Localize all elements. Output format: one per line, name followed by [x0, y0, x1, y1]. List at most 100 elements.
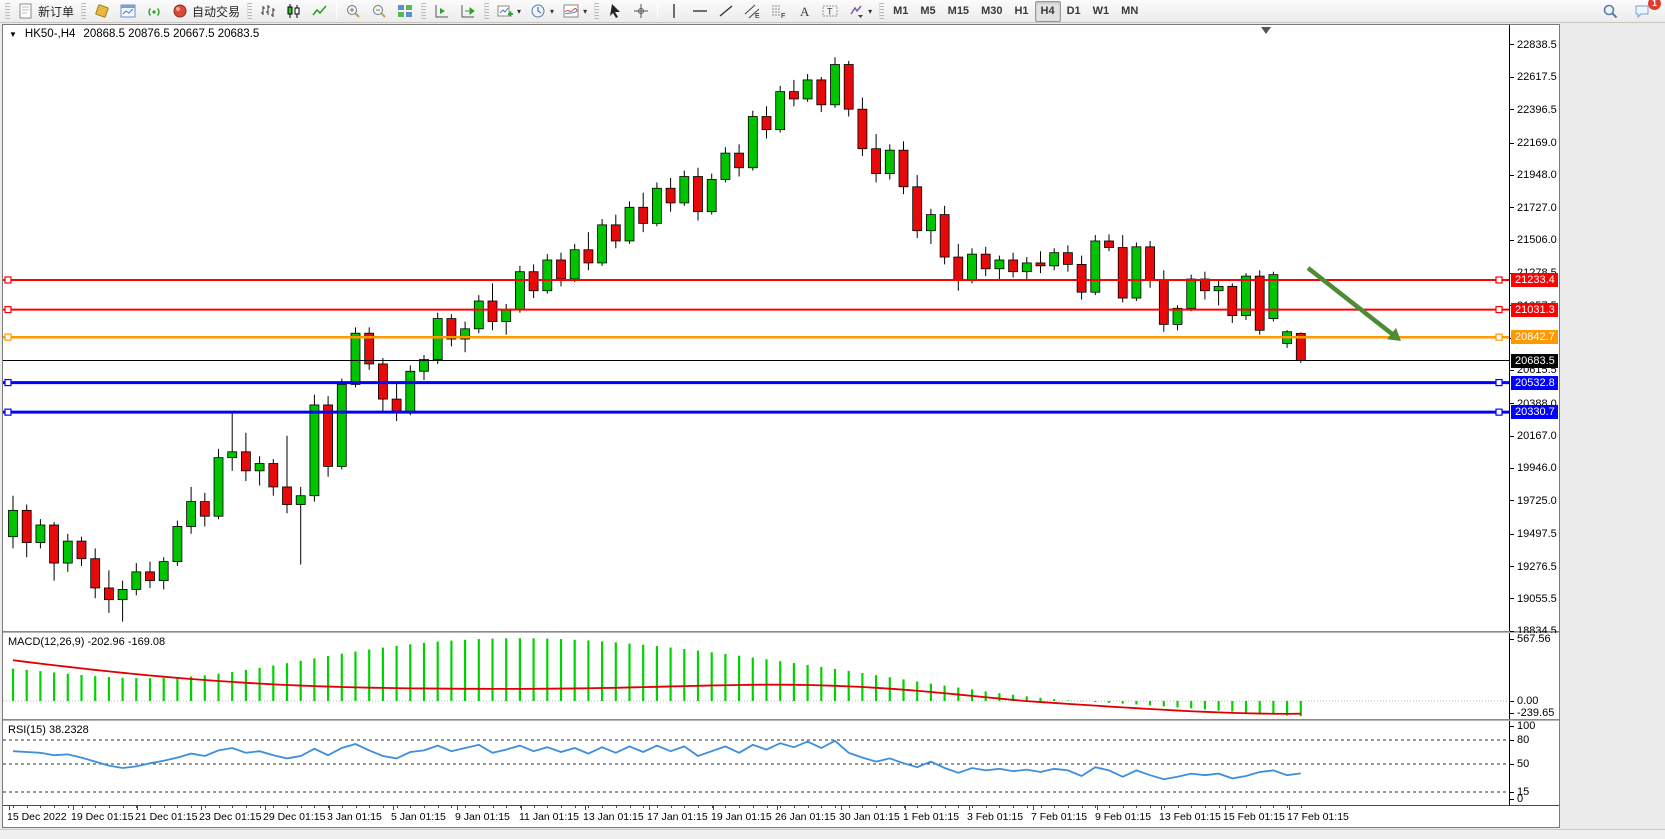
pane-splitter[interactable]: [3, 631, 1559, 633]
new-chart-button[interactable]: ▾: [492, 1, 525, 22]
candlestick-plot[interactable]: [3, 25, 1509, 631]
fibonacci-button[interactable]: F: [765, 1, 791, 22]
vline-button[interactable]: [661, 1, 687, 22]
candle: [597, 224, 607, 264]
candle: [1227, 285, 1238, 317]
channel-button[interactable]: E: [739, 1, 765, 22]
price-level-chip: 20532.8: [1511, 375, 1558, 390]
line-handle[interactable]: [4, 276, 12, 284]
text-a-button[interactable]: A: [791, 1, 817, 22]
date-tick-label: 5 Jan 01:15: [391, 811, 446, 823]
candle: [830, 64, 840, 106]
candle: [131, 571, 142, 590]
timeframe-w1-button[interactable]: W1: [1092, 5, 1110, 17]
rsi-plot[interactable]: [3, 721, 1509, 805]
pane-splitter[interactable]: [3, 719, 1559, 721]
arrow-annotation[interactable]: [1306, 266, 1395, 337]
trendline-button[interactable]: [713, 1, 739, 22]
chart-autoscroll-icon: [459, 2, 477, 20]
candle: [446, 318, 457, 340]
zoom-in-button[interactable]: [340, 1, 366, 22]
text-label-button[interactable]: T: [817, 1, 843, 22]
rsi-pane[interactable]: RSI(15) 38.2328 100 80 50 15 0: [3, 720, 1559, 805]
toolbar-grip[interactable]: [247, 3, 253, 19]
candle: [1172, 307, 1183, 325]
chevron-down-icon: ▾: [550, 6, 555, 16]
candle: [1186, 278, 1197, 309]
chart-shift-marker-icon[interactable]: [1261, 27, 1271, 34]
period-clock-button[interactable]: ▾: [525, 1, 558, 22]
trendline-icon: [717, 2, 735, 20]
timeframe-mn-button[interactable]: MN: [1121, 5, 1139, 17]
cursor-button[interactable]: [602, 1, 628, 22]
line-handle[interactable]: [1495, 408, 1503, 416]
chart-shift-icon: [433, 2, 451, 20]
toolbar-grip[interactable]: [421, 3, 427, 19]
line-handle[interactable]: [1495, 276, 1503, 284]
svg-text:F: F: [781, 13, 785, 20]
candle: [1241, 275, 1251, 317]
zoom-out-button[interactable]: [366, 1, 392, 22]
toolbar-grip[interactable]: [879, 3, 885, 19]
price-tick: 19055.5: [1517, 592, 1557, 605]
search-button[interactable]: [1597, 1, 1623, 22]
date-tick-label: 17 Feb 01:15: [1287, 811, 1349, 823]
candle: [898, 149, 909, 188]
new-order-button[interactable]: 新订单: [13, 1, 78, 22]
line-handle[interactable]: [4, 333, 12, 341]
signal-button[interactable]: [141, 1, 167, 22]
line-handle[interactable]: [1495, 378, 1503, 387]
line-handle[interactable]: [1495, 305, 1503, 314]
text-label-icon: T: [821, 2, 839, 20]
collapse-triangle-icon[interactable]: ▼: [9, 29, 17, 39]
chart-template-button[interactable]: ▾: [558, 1, 591, 22]
candle: [460, 328, 471, 340]
date-tick-label: 17 Jan 01:15: [647, 811, 708, 823]
candle: [49, 524, 59, 564]
bar-chart-button[interactable]: [255, 1, 281, 22]
hline-button[interactable]: [687, 1, 713, 22]
line-handle[interactable]: [4, 408, 12, 416]
crosshair-button[interactable]: [628, 1, 654, 22]
chart-shift-button[interactable]: [429, 1, 455, 22]
line-handle[interactable]: [4, 305, 12, 314]
date-axis[interactable]: 15 Dec 2022 19 Dec 01:15 21 Dec 01:15 23 De…: [3, 805, 1559, 827]
timeframe-m1-button[interactable]: M1: [893, 5, 909, 17]
toolbar-grip[interactable]: [5, 3, 10, 19]
shapes-button[interactable]: ▾: [843, 1, 876, 22]
chart-autoscroll-button[interactable]: [455, 1, 481, 22]
chart-window-button[interactable]: [115, 1, 141, 22]
price-axis[interactable]: 22838.5 22617.5 22396.5 22169.0 21948.0 21727…: [1509, 25, 1559, 637]
timeframe-h4-button[interactable]: H4: [1034, 0, 1061, 22]
toolbar-grip[interactable]: [81, 3, 87, 19]
timeframe-m5-button[interactable]: M5: [920, 5, 936, 17]
timeframe-h1-button[interactable]: H1: [1014, 5, 1029, 17]
line-chart-button[interactable]: [307, 1, 333, 22]
line-handle[interactable]: [1495, 333, 1503, 341]
candle-chart-button[interactable]: [281, 1, 307, 22]
period-clock-icon: [529, 2, 547, 20]
gold-box-button[interactable]: [89, 1, 115, 22]
price-tick: 19497.5: [1517, 528, 1557, 541]
toolbar-grip[interactable]: [594, 3, 600, 19]
timeframe-m15-button[interactable]: M15: [947, 5, 970, 17]
candle: [706, 179, 717, 213]
candle: [419, 359, 429, 372]
macd-plot[interactable]: [3, 633, 1509, 719]
tile-windows-button[interactable]: [392, 1, 418, 22]
date-tick-label: 30 Jan 01:15: [839, 811, 900, 823]
date-tick-label: 7 Feb 01:15: [1031, 811, 1088, 823]
line-handle[interactable]: [4, 378, 12, 387]
main-chart-pane[interactable]: ▼ HK50-,H4 20868.5 20876.5 20667.5 20683…: [3, 25, 1559, 637]
new-order-icon: [17, 2, 35, 20]
autotrade-button[interactable]: 自动交易: [167, 1, 244, 22]
timeframe-m30-button[interactable]: M30: [981, 5, 1003, 17]
date-tick-label: 26 Jan 01:15: [775, 811, 836, 823]
timeframe-d1-button[interactable]: D1: [1066, 5, 1081, 17]
candle: [1049, 252, 1060, 267]
chat-button[interactable]: 1: [1629, 0, 1661, 22]
candle: [693, 176, 703, 213]
macd-pane[interactable]: MACD(12,26,9) -202.96 -169.08 567.56 0.00…: [3, 633, 1559, 719]
chart-window[interactable]: ▼ HK50-,H4 20868.5 20876.5 20667.5 20683…: [2, 24, 1560, 828]
toolbar-grip[interactable]: [484, 3, 490, 19]
